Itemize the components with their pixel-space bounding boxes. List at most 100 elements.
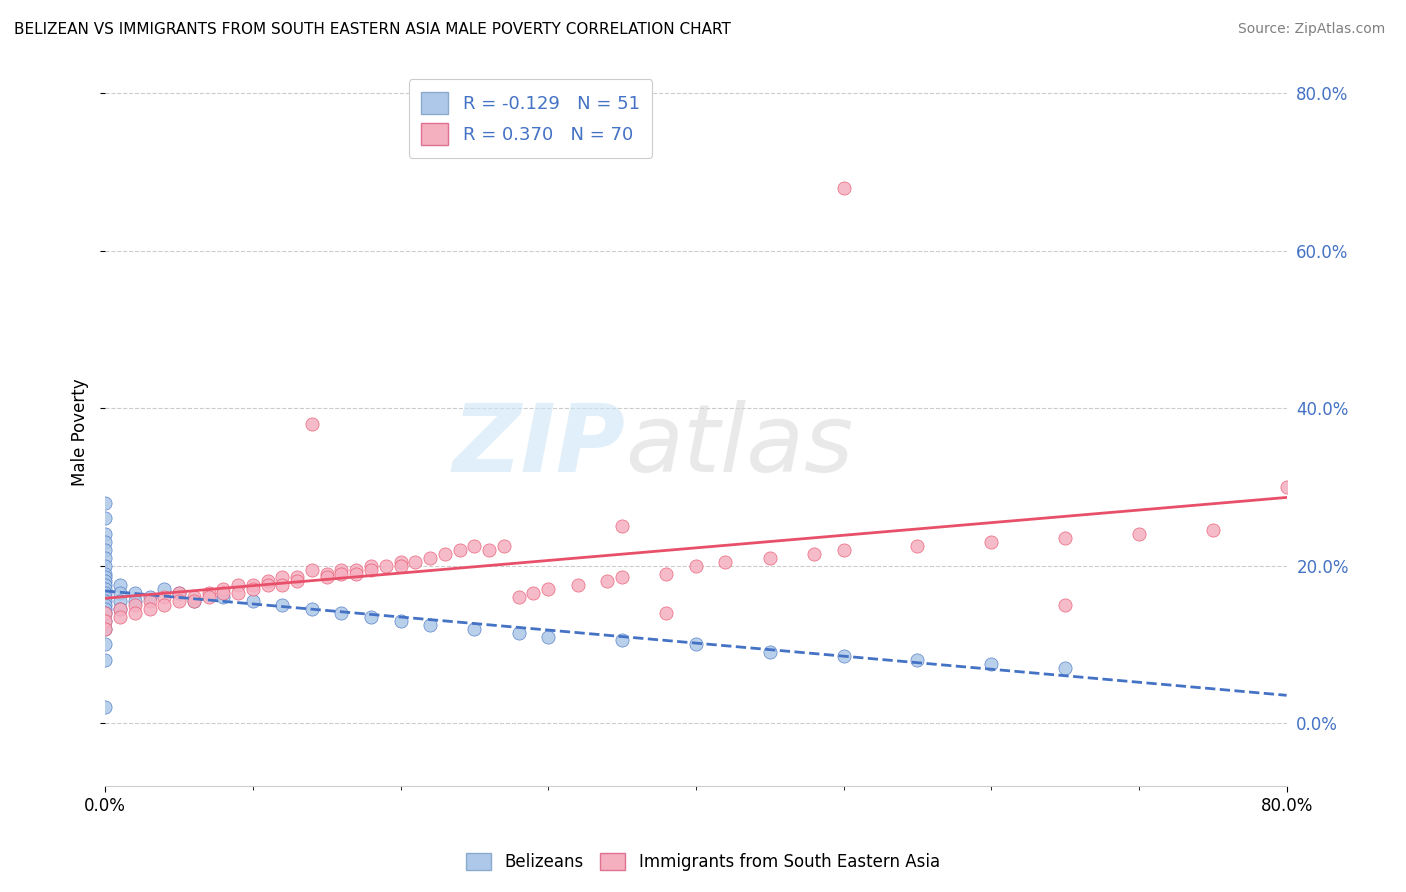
Point (94, 535, 117, 549)
Point (271, 598, 294, 612)
Point (980, 657, 1002, 671)
Point (94, 614, 117, 628)
Point (138, 594, 160, 608)
Point (183, 590, 205, 604)
Point (242, 582, 264, 597)
Point (433, 547, 456, 561)
Point (94, 594, 117, 608)
Point (419, 617, 441, 632)
Point (108, 594, 131, 608)
Point (108, 610, 131, 624)
Point (389, 558, 412, 573)
Point (1275, 480, 1298, 494)
Point (1202, 523, 1225, 537)
Point (610, 519, 633, 533)
Point (463, 622, 485, 636)
Point (94, 527, 117, 541)
Point (610, 633, 633, 648)
Point (374, 558, 396, 573)
Point (94, 637, 117, 651)
Point (905, 653, 928, 667)
Point (94, 622, 117, 636)
Point (685, 558, 707, 573)
Point (94, 496, 117, 510)
Point (758, 550, 780, 565)
Point (108, 586, 131, 600)
Point (226, 578, 249, 592)
Point (508, 625, 530, 640)
Point (271, 570, 294, 584)
Point (478, 542, 501, 557)
Point (596, 574, 619, 589)
Point (108, 602, 131, 616)
Point (1054, 598, 1077, 612)
Point (124, 598, 146, 612)
Point (404, 555, 426, 569)
Point (94, 550, 117, 565)
Text: atlas: atlas (626, 401, 853, 491)
Point (94, 598, 117, 612)
Point (212, 590, 235, 604)
Point (389, 614, 412, 628)
Point (655, 606, 678, 620)
Point (94, 614, 117, 628)
Point (94, 586, 117, 600)
Point (285, 570, 308, 584)
Point (832, 649, 855, 664)
Point (301, 602, 323, 616)
Point (138, 590, 160, 604)
Point (1054, 661, 1077, 675)
Point (389, 555, 412, 569)
Point (124, 594, 146, 608)
Y-axis label: Male Poverty: Male Poverty (72, 378, 89, 485)
Point (256, 574, 278, 589)
Point (153, 598, 176, 612)
Point (94, 700, 117, 714)
Point (94, 602, 117, 616)
Point (803, 547, 825, 561)
Point (212, 586, 235, 600)
Point (832, 180, 855, 194)
Point (256, 578, 278, 592)
Point (492, 539, 515, 553)
Point (94, 606, 117, 620)
Point (463, 539, 485, 553)
Point (94, 570, 117, 584)
Point (271, 578, 294, 592)
Point (301, 417, 323, 431)
Point (522, 586, 544, 600)
Point (315, 570, 337, 584)
Point (344, 566, 367, 581)
Point (153, 582, 176, 597)
Point (537, 630, 560, 644)
Point (330, 566, 353, 581)
Point (714, 555, 737, 569)
Point (344, 563, 367, 577)
Point (94, 511, 117, 525)
Point (94, 582, 117, 597)
Point (360, 563, 382, 577)
Point (94, 653, 117, 667)
Point (449, 542, 471, 557)
Point (183, 594, 205, 608)
Point (655, 566, 678, 581)
Point (94, 622, 117, 636)
Point (980, 535, 1002, 549)
Point (610, 570, 633, 584)
Point (108, 578, 131, 592)
Point (94, 566, 117, 581)
Point (108, 602, 131, 616)
Text: ZIP: ZIP (453, 400, 626, 492)
Point (285, 574, 308, 589)
Point (360, 558, 382, 573)
Point (1128, 527, 1150, 541)
Legend: Belizeans, Immigrants from South Eastern Asia: Belizeans, Immigrants from South Eastern… (458, 845, 948, 880)
Point (832, 542, 855, 557)
Point (183, 594, 205, 608)
Point (330, 563, 353, 577)
Point (94, 578, 117, 592)
Legend: R = -0.129   N = 51, R = 0.370   N = 70: R = -0.129 N = 51, R = 0.370 N = 70 (409, 79, 652, 158)
Point (301, 563, 323, 577)
Text: BELIZEAN VS IMMIGRANTS FROM SOUTH EASTERN ASIA MALE POVERTY CORRELATION CHART: BELIZEAN VS IMMIGRANTS FROM SOUTH EASTER… (14, 22, 731, 37)
Point (419, 550, 441, 565)
